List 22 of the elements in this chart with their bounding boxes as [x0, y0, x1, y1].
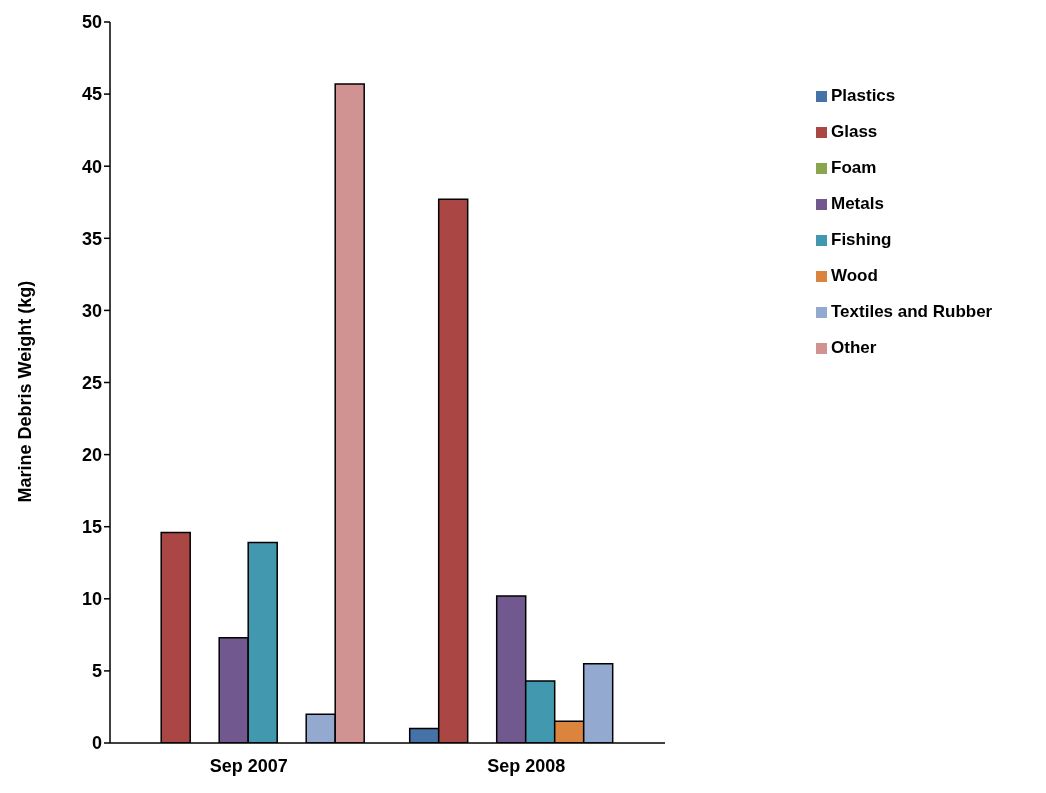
y-tick-label: 30: [81, 300, 102, 321]
legend-label: Plastics: [831, 86, 896, 105]
y-tick-label: 0: [91, 733, 102, 754]
y-tick-label: 5: [91, 661, 102, 682]
legend-label: Wood: [831, 266, 878, 285]
y-tick-label: 10: [81, 589, 102, 610]
x-tick-label: Sep 2007: [209, 755, 288, 776]
legend-label: Textiles and Rubber: [831, 302, 993, 321]
legend-label: Other: [831, 338, 877, 357]
y-tick-label: 50: [81, 12, 102, 33]
y-tick-label: 15: [81, 517, 102, 538]
y-tick-label: 20: [81, 444, 102, 465]
legend-label: Glass: [831, 122, 878, 141]
y-axis-title: Marine Debris Weight (kg): [15, 280, 36, 503]
y-tick-label: 40: [81, 156, 102, 177]
x-tick-label: Sep 2008: [487, 755, 566, 776]
legend-label: Metals: [831, 194, 884, 213]
y-tick-label: 45: [81, 84, 102, 105]
y-tick-label: 25: [81, 372, 102, 393]
y-tick-label: 35: [81, 228, 102, 249]
legend-label: Foam: [831, 158, 877, 177]
legend-label: Fishing: [831, 230, 892, 249]
